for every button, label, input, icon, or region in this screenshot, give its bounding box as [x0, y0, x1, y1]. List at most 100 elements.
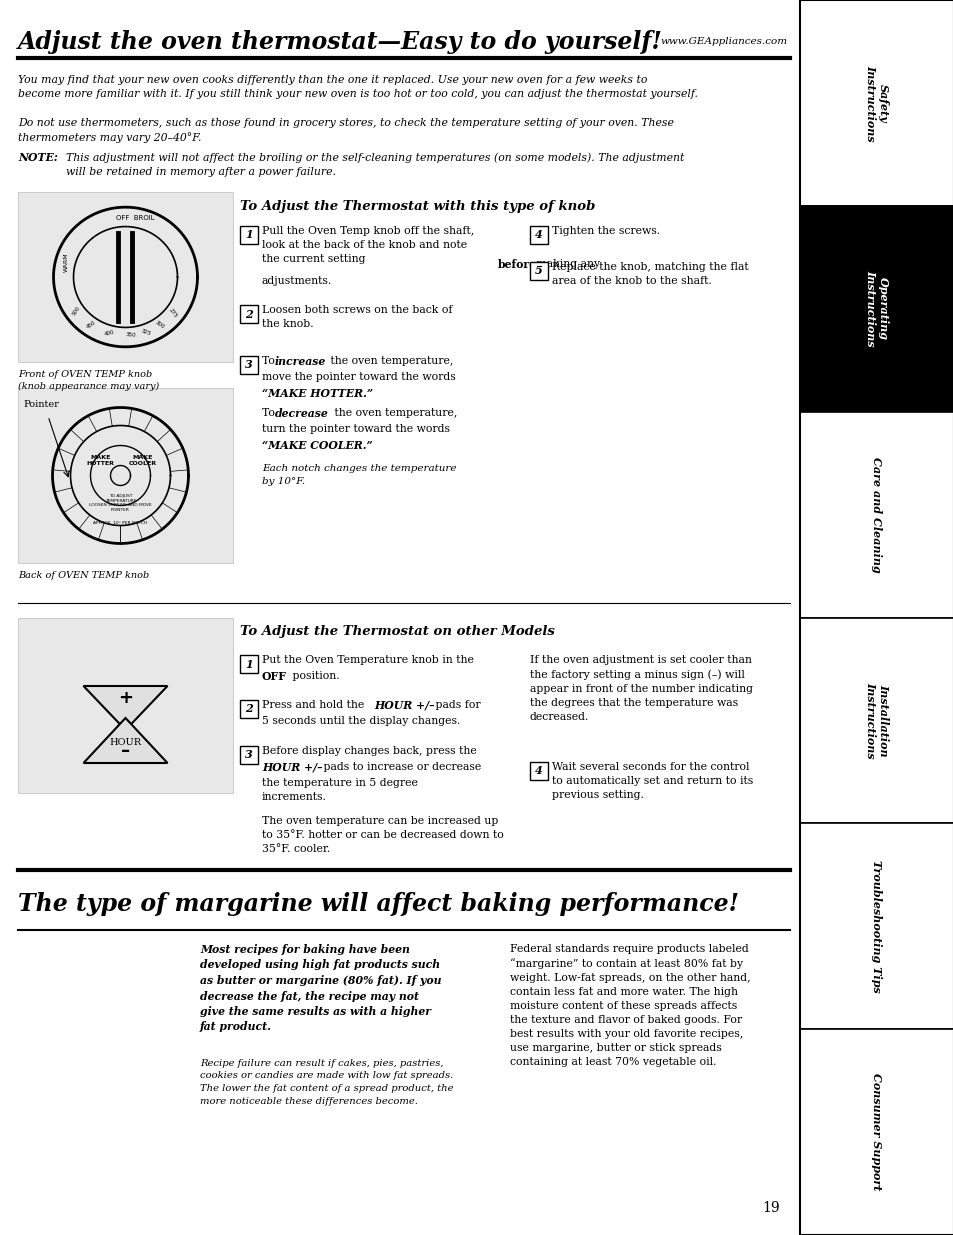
Text: move the pointer toward the words: move the pointer toward the words: [262, 372, 456, 382]
Text: HOUR +/–: HOUR +/–: [262, 762, 322, 773]
Bar: [240, 356, 257, 374]
Text: 400: 400: [104, 330, 115, 337]
Bar: [800, 206, 953, 411]
Text: Put the Oven Temperature knob in the: Put the Oven Temperature knob in the: [262, 655, 474, 679]
Bar: [18, 618, 233, 793]
Bar: [240, 746, 257, 764]
Text: the oven temperature,: the oven temperature,: [327, 356, 453, 366]
Polygon shape: [84, 718, 168, 763]
Text: 2: 2: [245, 309, 253, 320]
Text: The type of margarine will affect baking performance!: The type of margarine will affect baking…: [18, 892, 739, 916]
Text: 275: 275: [168, 308, 178, 319]
Text: 1: 1: [245, 230, 253, 241]
Bar: [530, 262, 547, 280]
Text: making any: making any: [533, 259, 599, 269]
Bar: [18, 388, 233, 563]
Polygon shape: [84, 685, 168, 730]
Text: Back of OVEN TEMP knob: Back of OVEN TEMP knob: [18, 571, 149, 580]
Text: Front of OVEN TEMP knob
(knob appearance may vary): Front of OVEN TEMP knob (knob appearance…: [18, 370, 159, 391]
Text: Federal standards require products labeled
“margarine” to contain at least 80% f: Federal standards require products label…: [510, 944, 750, 1067]
Bar: [800, 411, 953, 618]
Text: pads for: pads for: [432, 700, 480, 710]
Text: MAKE
COOLER: MAKE COOLER: [129, 456, 156, 466]
Text: 1: 1: [245, 658, 253, 669]
Bar: [240, 655, 257, 673]
Text: Troubleshooting Tips: Troubleshooting Tips: [871, 860, 882, 993]
Text: Pointer: Pointer: [23, 400, 59, 409]
Text: 19: 19: [761, 1200, 780, 1215]
Text: NOTE:: NOTE:: [18, 152, 58, 163]
Text: If the oven adjustment is set cooler than
the factory setting a minus sign (–) w: If the oven adjustment is set cooler tha…: [530, 655, 752, 721]
Text: position.: position.: [289, 671, 339, 680]
Text: “MAKE COOLER.”: “MAKE COOLER.”: [262, 440, 373, 451]
Text: 3: 3: [245, 359, 253, 370]
Text: Loosen both screws on the back of
the knob.: Loosen both screws on the back of the kn…: [262, 305, 452, 329]
Text: OFF: OFF: [262, 671, 287, 682]
Bar: [240, 700, 257, 718]
Text: TO ADJUST
TEMPERATURE
LOOSEN SCREWS AND MOVE
POINTER: TO ADJUST TEMPERATURE LOOSEN SCREWS AND …: [89, 494, 152, 511]
Text: MAKE
HOTTER: MAKE HOTTER: [87, 456, 114, 466]
Text: Do not use thermometers, such as those found in grocery stores, to check the tem: Do not use thermometers, such as those f…: [18, 119, 673, 143]
Text: +: +: [118, 689, 132, 706]
Bar: [800, 618, 953, 824]
Text: 3: 3: [245, 750, 253, 761]
Text: OFF  BROIL: OFF BROIL: [116, 215, 154, 221]
Text: 5: 5: [535, 266, 542, 277]
Text: www.GEAppliances.com: www.GEAppliances.com: [659, 37, 786, 47]
Text: Care and Cleaning: Care and Cleaning: [871, 457, 882, 573]
Text: 350: 350: [125, 332, 136, 338]
Text: Press and hold the: Press and hold the: [262, 700, 367, 710]
Text: Replace the knob, matching the flat
area of the knob to the shaft.: Replace the knob, matching the flat area…: [552, 262, 748, 287]
Text: turn the pointer toward the words: turn the pointer toward the words: [262, 424, 450, 433]
Text: pads to increase or decrease: pads to increase or decrease: [319, 762, 480, 772]
Text: Each notch changes the temperature
by 10°F.: Each notch changes the temperature by 10…: [262, 464, 456, 485]
Text: Most recipes for baking have been
developed using high fat products such
as butt: Most recipes for baking have been develo…: [200, 944, 441, 1032]
Text: Operating
Instructions: Operating Instructions: [864, 270, 888, 347]
Text: 5 seconds until the display changes.: 5 seconds until the display changes.: [262, 716, 460, 726]
Text: To Adjust the Thermostat with this type of knob: To Adjust the Thermostat with this type …: [240, 200, 595, 212]
Bar: [800, 0, 953, 1235]
Text: the temperature in 5 degree
increments.: the temperature in 5 degree increments.: [262, 778, 417, 802]
Text: 4: 4: [535, 766, 542, 777]
Text: To Adjust the Thermostat on other Models: To Adjust the Thermostat on other Models: [240, 625, 555, 638]
Text: HOUR: HOUR: [110, 739, 141, 747]
Text: Before display changes back, press the: Before display changes back, press the: [262, 746, 476, 756]
Bar: [240, 226, 257, 245]
Text: –: –: [121, 742, 130, 760]
Text: WARM: WARM: [64, 252, 69, 272]
Text: 4: 4: [535, 230, 542, 241]
Bar: [18, 191, 233, 362]
Text: Consumer Support: Consumer Support: [871, 1073, 882, 1191]
Text: Wait several seconds for the control
to automatically set and return to its
prev: Wait several seconds for the control to …: [552, 762, 753, 800]
Text: HOUR +/–: HOUR +/–: [374, 700, 435, 711]
Text: Recipe failure can result if cakes, pies, pastries,
cookies or candies are made : Recipe failure can result if cakes, pies…: [200, 1058, 453, 1105]
Bar: [800, 1029, 953, 1235]
Text: This adjustment will not affect the broiling or the self-cleaning temperatures (: This adjustment will not affect the broi…: [66, 152, 683, 177]
Text: increase: increase: [274, 356, 326, 367]
Text: Tighten the screws.: Tighten the screws.: [552, 226, 659, 236]
Text: the oven temperature,: the oven temperature,: [331, 408, 456, 417]
Text: Safety
Instructions: Safety Instructions: [864, 64, 888, 141]
Text: 2: 2: [245, 704, 253, 715]
Text: To: To: [262, 356, 278, 366]
Text: You may find that your new oven cooks differently than the one it replaced. Use : You may find that your new oven cooks di…: [18, 75, 698, 99]
Text: The oven temperature can be increased up
to 35°F. hotter or can be decreased dow: The oven temperature can be increased up…: [262, 816, 503, 853]
Text: 500: 500: [71, 305, 81, 316]
Text: 450: 450: [85, 320, 96, 330]
Text: adjustments.: adjustments.: [262, 275, 332, 287]
Text: 300: 300: [154, 320, 166, 330]
Text: Pull the Oven Temp knob off the shaft,
look at the back of the knob and note
the: Pull the Oven Temp knob off the shaft, l…: [262, 226, 474, 264]
Text: “MAKE HOTTER.”: “MAKE HOTTER.”: [262, 388, 373, 399]
Text: before: before: [497, 259, 537, 270]
Text: 325: 325: [140, 329, 152, 336]
Bar: [530, 762, 547, 781]
Text: To: To: [262, 408, 278, 417]
Bar: [530, 226, 547, 245]
Text: APPROX. 10° PER NOTCH: APPROX. 10° PER NOTCH: [93, 521, 148, 525]
Text: Installation
Instructions: Installation Instructions: [864, 682, 888, 758]
Bar: [240, 305, 257, 324]
Text: Adjust the oven thermostat—Easy to do yourself!: Adjust the oven thermostat—Easy to do yo…: [18, 30, 662, 54]
Bar: [800, 824, 953, 1029]
Bar: [800, 0, 953, 206]
Text: decrease: decrease: [274, 408, 329, 419]
